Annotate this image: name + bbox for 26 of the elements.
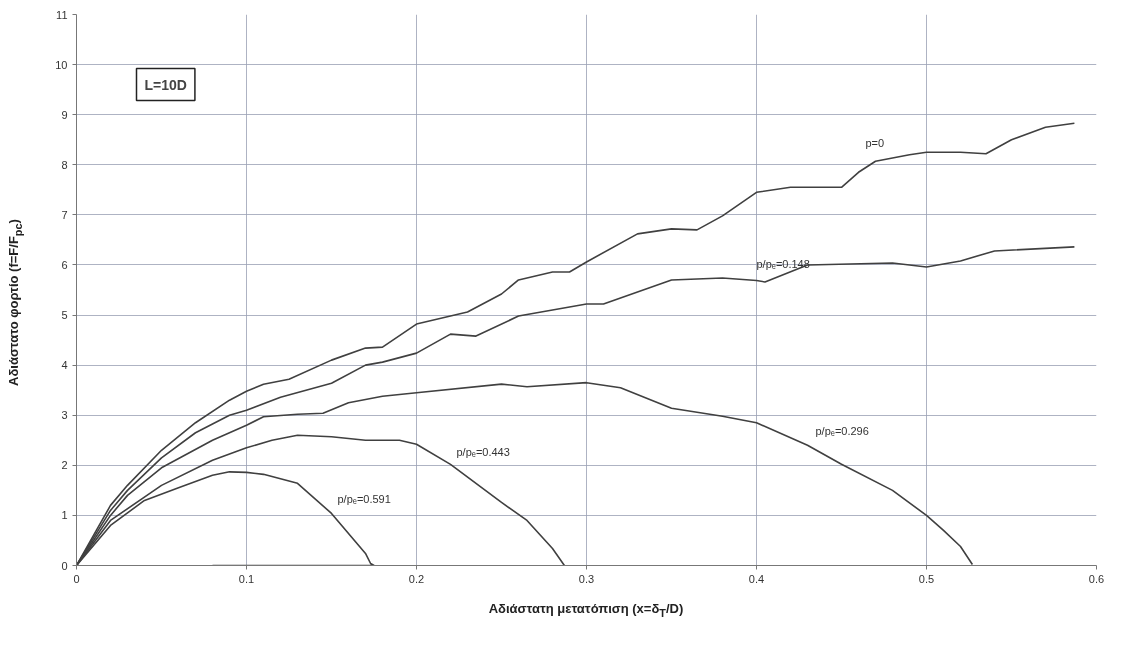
y-tick-label: 7 [61, 208, 68, 221]
y-tick-label: 1 [61, 509, 68, 522]
annotation: L=10D [144, 76, 187, 93]
x-tick-label: 0.5 [918, 572, 935, 585]
y-tick-label: 4 [61, 359, 68, 372]
y-tick-label: 6 [61, 258, 68, 271]
x-tick-label: 0 [73, 572, 80, 585]
series-label: p/pₑ=0.148 [756, 258, 810, 271]
series-label: p/pₑ=0.296 [815, 425, 869, 438]
y-tick-label: 2 [61, 459, 68, 472]
x-tick-label: 0.6 [1088, 572, 1105, 585]
x-tick-label: 0.2 [408, 572, 425, 585]
y-tick-label: 11 [56, 8, 68, 21]
y-tick-label: 8 [61, 158, 68, 171]
y-tick-label: 9 [61, 108, 68, 121]
x-tick-label: 0.4 [748, 572, 765, 585]
x-tick-label: 0.3 [578, 572, 595, 585]
y-tick-label: 0 [61, 559, 68, 572]
y-tick-label: 10 [55, 58, 68, 71]
y-tick-label: 3 [61, 409, 68, 422]
series-label: p=0 [865, 137, 885, 150]
y-tick-label: 5 [61, 309, 68, 322]
x-axis-title: Αδιάστατη μετατόπιση (x=δ$_{T}$/D) [488, 600, 684, 621]
series-label: p/pₑ=0.591 [337, 493, 391, 506]
series-label: p/pₑ=0.443 [456, 446, 510, 459]
x-tick-label: 0.1 [238, 572, 255, 585]
